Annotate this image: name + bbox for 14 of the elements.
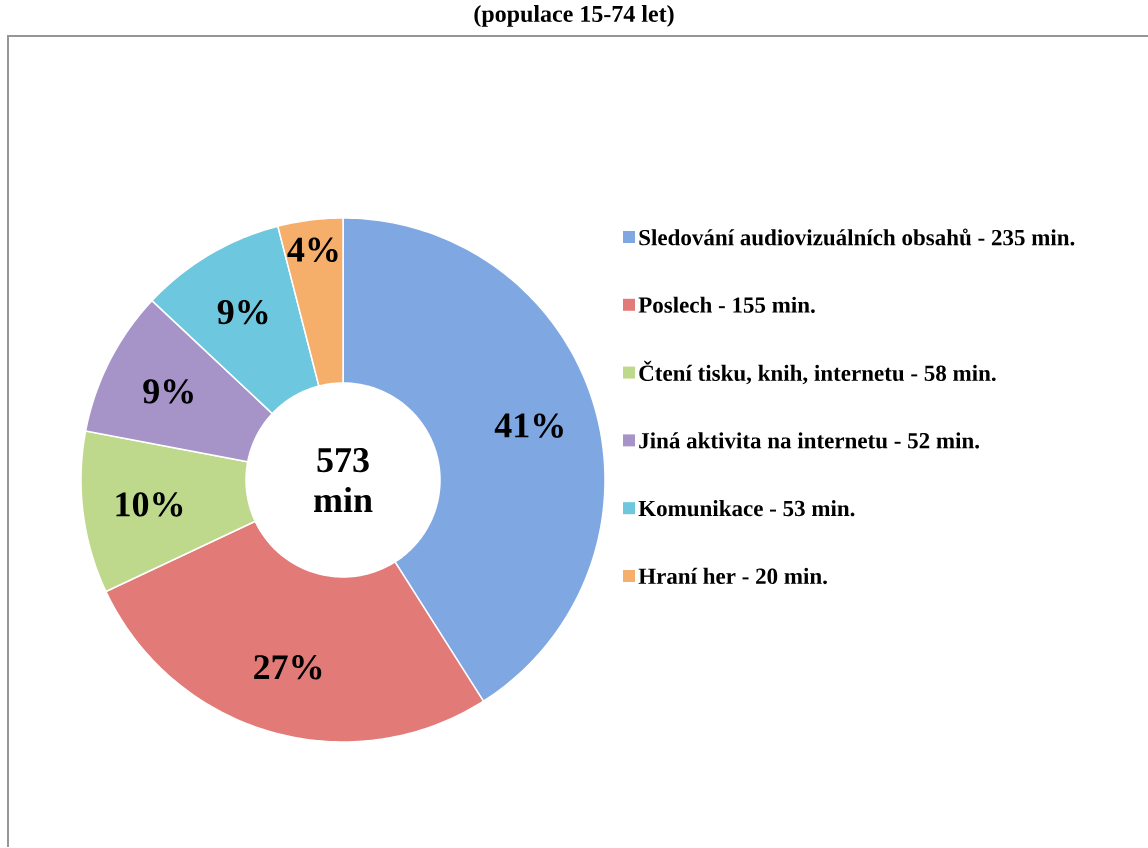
legend-label: Sledování audiovizuálních obsahů - 235 min. [639,228,1075,246]
data-label: 10% [116,492,183,517]
data-label: 9% [143,379,193,404]
data-label: 41% [494,413,563,438]
data-label: 4% [287,237,338,263]
data-label: 9% [217,299,268,325]
text: 573 min [313,448,373,512]
data-label: 27% [254,655,322,680]
legend-label: Hraní her - 20 min. [638,567,827,585]
legend-label: Čtení tisku, knih, internetu - 58 min. [639,360,996,385]
legend-label: Komunikace - 53 min. [638,500,855,517]
legend-label: Poslech - 155 min. [638,296,815,313]
chart-title: (populace 15-74 let) [474,5,674,27]
legend-label: Jiná aktivita na internetu - 52 min. [639,432,979,449]
